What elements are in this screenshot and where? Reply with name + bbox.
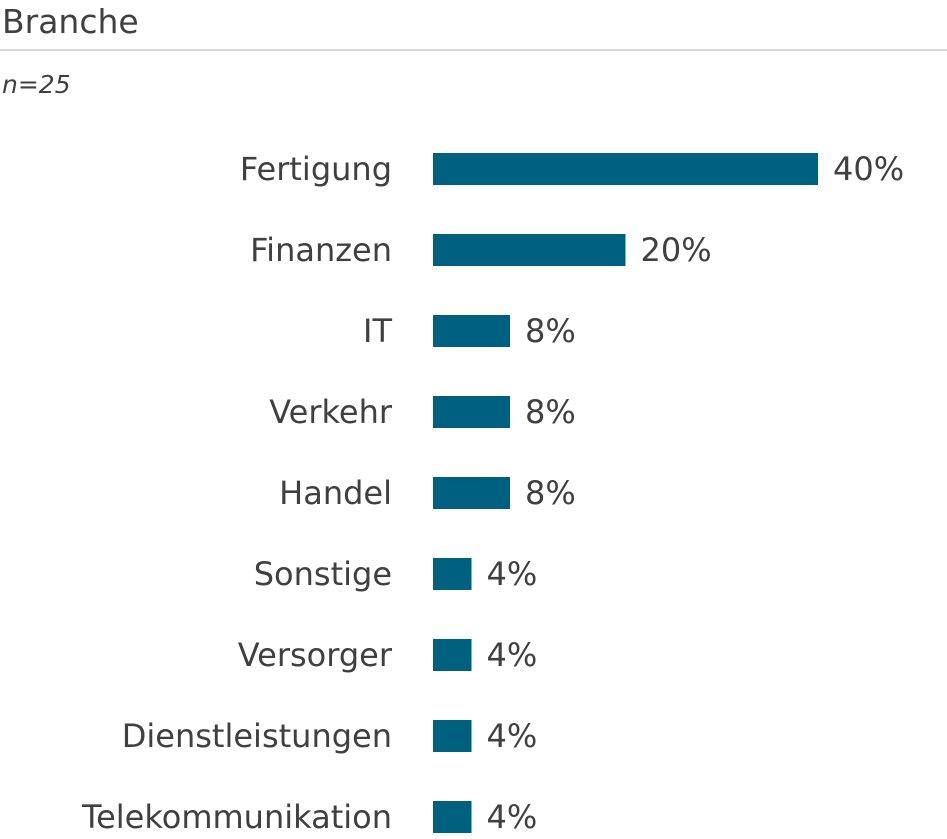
value-label: 4% (487, 798, 538, 836)
sample-size-label: n=25 (2, 70, 71, 99)
bar (433, 558, 472, 590)
category-label: Finanzen (250, 231, 392, 269)
category-label: Telekommunikation (81, 798, 392, 836)
bar (433, 315, 510, 347)
category-label: Verkehr (269, 393, 393, 431)
value-label: 8% (525, 393, 576, 431)
bar (433, 477, 510, 509)
title-divider (0, 49, 947, 51)
bar (433, 720, 472, 752)
value-label: 4% (487, 555, 538, 593)
chart-title: Branche (2, 2, 139, 41)
category-label: Versorger (238, 636, 393, 674)
category-label: Fertigung (240, 150, 392, 188)
category-label: Handel (279, 474, 392, 512)
value-label: 4% (487, 636, 538, 674)
value-label: 4% (487, 717, 538, 755)
category-label: IT (363, 312, 392, 350)
value-label: 40% (833, 150, 904, 188)
bar (433, 396, 510, 428)
value-label: 20% (641, 231, 712, 269)
bar (433, 801, 472, 833)
bar (433, 234, 626, 266)
bar (433, 153, 818, 185)
category-label: Sonstige (254, 555, 392, 593)
category-label: Dienstleistungen (122, 717, 392, 755)
bar (433, 639, 472, 671)
value-label: 8% (525, 312, 576, 350)
value-label: 8% (525, 474, 576, 512)
